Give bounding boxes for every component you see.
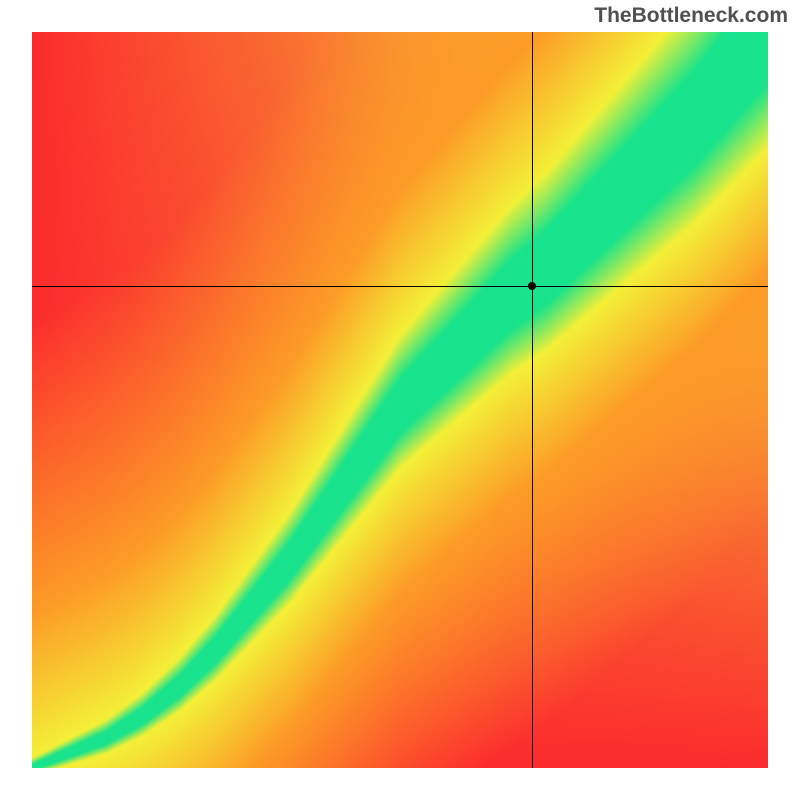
crosshair-marker: [528, 282, 536, 290]
crosshair-horizontal: [32, 286, 768, 287]
crosshair-vertical: [532, 32, 533, 768]
heatmap-chart: [32, 32, 768, 768]
heatmap-canvas: [32, 32, 768, 768]
watermark-text: TheBottleneck.com: [594, 4, 788, 28]
